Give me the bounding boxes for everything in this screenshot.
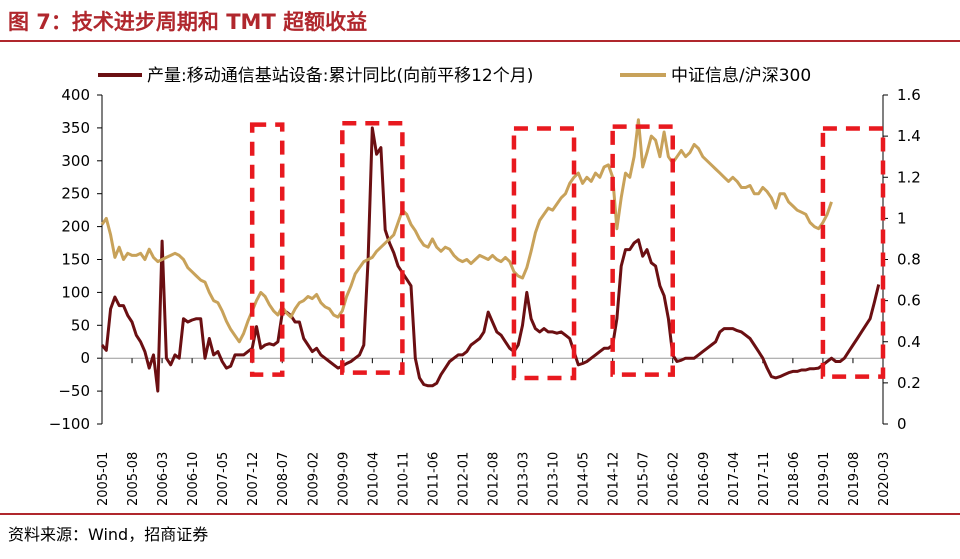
right-tick-label: 1.2 [897, 168, 921, 186]
x-tick-label: 2013-10 [547, 452, 562, 506]
series-line-csi-info-vs-hs300 [100, 118, 833, 344]
x-tick-label: 2006-10 [186, 452, 201, 506]
left-tick-label: −50 [58, 382, 90, 400]
left-tick-label: 50 [71, 316, 90, 334]
x-tick-label: 2016-02 [667, 452, 682, 506]
right-tick-label: 1.4 [897, 127, 921, 145]
left-axis-ticks: 400 350 300 250 200 150 100 50 0 −50 −100 [49, 86, 102, 433]
left-tick-label: 250 [61, 185, 90, 203]
right-tick-label: 1 [897, 209, 907, 227]
bottom-rule [0, 513, 960, 515]
x-tick-label: 2009-09 [336, 452, 351, 506]
x-tick-label: 2005-08 [126, 452, 141, 506]
right-tick-label: 0.8 [897, 251, 921, 269]
series-layer [100, 118, 881, 393]
x-tick-label: 2019-01 [817, 452, 832, 506]
legend-label-base-station-output: 产量:移动通信基站设备:累计同比(向前平移12个月) [147, 66, 533, 86]
legend: 产量:移动通信基站设备:累计同比(向前平移12个月) 中证信息/沪深300 [98, 66, 811, 86]
x-tick-label: 2009-02 [306, 452, 321, 506]
left-tick-label: 150 [61, 251, 90, 269]
left-tick-label: −100 [49, 415, 90, 433]
x-tick-label: 2011-06 [426, 452, 441, 506]
legend-label-csi-info-vs-hs300: 中证信息/沪深300 [671, 66, 811, 86]
right-tick-label: 0.4 [897, 333, 921, 351]
highlight-box [610, 124, 675, 377]
x-tick-label: 2008-07 [276, 452, 291, 506]
highlight-box [820, 126, 886, 379]
x-tick-label: 2005-01 [96, 452, 111, 506]
highlight-boxes [249, 121, 886, 381]
x-tick-label: 2014-05 [577, 452, 592, 506]
right-tick-label: 0.6 [897, 292, 921, 310]
right-tick-label: 1.6 [897, 86, 921, 104]
x-tick-label: 2012-01 [456, 452, 471, 506]
x-tick-label: 2014-12 [607, 452, 622, 506]
x-tick-label: 2016-09 [697, 452, 712, 506]
chart-axes [101, 95, 884, 424]
left-tick-label: 200 [61, 218, 90, 236]
left-tick-label: 300 [61, 152, 90, 170]
left-tick-label: 100 [61, 283, 90, 301]
x-tick-label: 2018-06 [787, 452, 802, 506]
source-note: 资料来源：Wind，招商证券 [8, 525, 209, 544]
x-tick-label: 2020-03 [877, 452, 892, 506]
left-tick-label: 400 [61, 86, 90, 104]
left-tick-label: 350 [61, 119, 90, 137]
x-tick-label: 2017-11 [757, 452, 772, 506]
x-axis-ticks: 2005-01 2005-08 2006-03 2006-10 2007-05 2007-… [96, 358, 892, 506]
x-tick-label: 2012-08 [487, 452, 502, 506]
series-line-base-station-output [100, 126, 881, 393]
figure-title: 图 7：技术进步周期和 TMT 超额收益 [8, 10, 368, 34]
highlight-box [340, 121, 405, 375]
x-tick-label: 2006-03 [156, 452, 171, 506]
left-tick-label: 0 [80, 349, 90, 367]
right-tick-label: 0.2 [897, 374, 921, 392]
x-tick-label: 2015-07 [637, 452, 652, 506]
x-tick-label: 2019-08 [847, 452, 862, 506]
x-tick-label: 2017-04 [727, 452, 742, 506]
right-tick-label: 0 [897, 415, 907, 433]
right-axis-ticks: 1.6 1.4 1.2 1 0.8 0.6 0.4 0.2 0 [883, 86, 921, 433]
x-tick-label: 2010-11 [396, 452, 411, 506]
x-tick-label: 2010-04 [366, 452, 381, 506]
x-tick-label: 2007-05 [216, 452, 231, 506]
title-rule [0, 40, 960, 42]
highlight-box [511, 126, 577, 381]
x-tick-label: 2007-12 [246, 452, 261, 506]
x-tick-label: 2013-03 [517, 452, 532, 506]
